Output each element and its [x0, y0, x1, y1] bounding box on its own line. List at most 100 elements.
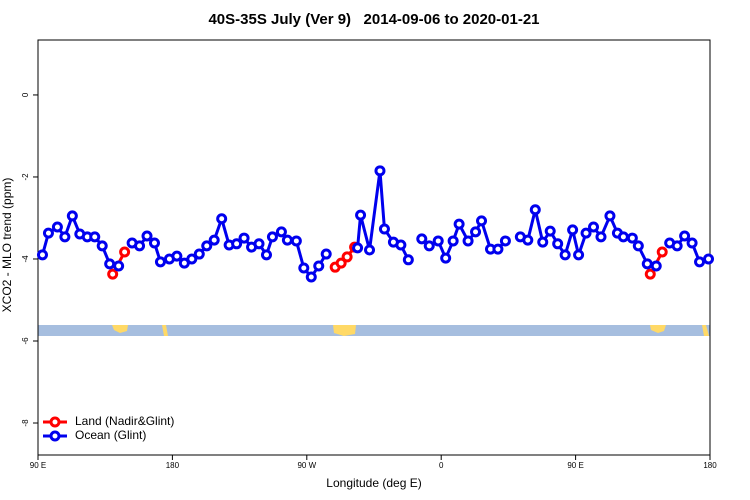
legend-swatch-marker: [49, 430, 61, 442]
data-point: [364, 244, 376, 256]
data-point: [559, 249, 571, 261]
data-point: [305, 271, 317, 283]
data-point: [51, 221, 63, 233]
data-point: [298, 262, 310, 274]
legend: Land (Nadir&Glint)Ocean (Glint): [43, 414, 174, 442]
data-point: [650, 260, 662, 272]
data-point: [641, 258, 653, 270]
data-point: [42, 227, 54, 239]
data-point: [201, 240, 213, 252]
data-point: [104, 258, 116, 270]
data-point: [154, 256, 166, 268]
data-point: [686, 237, 698, 249]
data-point: [440, 252, 452, 264]
data-point: [644, 268, 656, 280]
data-point: [260, 249, 272, 261]
land-blob: [650, 325, 666, 333]
data-point: [529, 204, 541, 216]
x-tick-label: 0: [439, 461, 444, 470]
data-point: [374, 165, 386, 177]
data-point: [36, 249, 48, 261]
data-point: [604, 210, 616, 222]
y-tick-label: -2: [21, 173, 30, 181]
data-point: [96, 240, 108, 252]
data-point: [193, 248, 205, 260]
data-point: [313, 260, 325, 272]
land-blob: [162, 325, 168, 336]
data-point: [395, 239, 407, 251]
data-point: [216, 213, 228, 225]
data-point: [355, 209, 367, 221]
x-tick-label: 180: [703, 461, 717, 470]
data-point: [416, 233, 428, 245]
data-point: [626, 232, 638, 244]
land-blob: [333, 325, 356, 336]
data-point: [107, 268, 119, 280]
data-point: [266, 231, 278, 243]
data-point: [492, 243, 504, 255]
y-tick-label: -6: [21, 337, 30, 345]
x-tick-label: 90 W: [297, 461, 316, 470]
data-point: [352, 242, 364, 254]
data-point: [671, 240, 683, 252]
data-point: [522, 234, 534, 246]
data-point: [402, 254, 414, 266]
data-point: [335, 257, 347, 269]
data-point: [141, 230, 153, 242]
x-tick-label: 90 E: [30, 461, 46, 470]
plot-frame: [37, 39, 711, 456]
legend-label: Ocean (Glint): [75, 428, 146, 442]
data-point: [453, 218, 465, 230]
data-point: [476, 215, 488, 227]
data-point: [378, 223, 390, 235]
data-point: [66, 210, 78, 222]
x-tick-label: 180: [166, 461, 180, 470]
data-point: [253, 238, 265, 250]
data-point: [186, 253, 198, 265]
data-point: [275, 226, 287, 238]
y-tick-label: -8: [21, 419, 30, 427]
y-tick-label: -4: [21, 255, 30, 263]
y-tick-label: 0: [21, 92, 30, 97]
series-line: [41, 169, 709, 279]
data-point: [320, 248, 332, 260]
data-point: [679, 230, 691, 242]
data-point: [134, 240, 146, 252]
data-point: [231, 238, 243, 250]
data-point: [290, 235, 302, 247]
data-point: [89, 231, 101, 243]
data-point: [703, 253, 715, 265]
data-point: [544, 225, 556, 237]
ocean-strip: [38, 325, 710, 336]
data-point: [632, 240, 644, 252]
data-point: [537, 236, 549, 248]
data-point: [171, 250, 183, 262]
data-point: [432, 235, 444, 247]
data-point: [573, 249, 585, 261]
data-point: [588, 221, 600, 233]
data-point: [694, 256, 706, 268]
data-point: [423, 240, 435, 252]
data-point: [462, 235, 474, 247]
data-point: [208, 234, 220, 246]
data-point: [595, 231, 607, 243]
data-point: [148, 237, 160, 249]
map-strip: [38, 325, 710, 336]
data-point: [447, 235, 459, 247]
data-point: [470, 226, 482, 238]
land-blob: [702, 325, 709, 336]
data-point: [499, 235, 511, 247]
x-axis-label: Longitude (deg E): [326, 476, 421, 490]
chart-title: 40S-35S July (Ver 9) 2014-09-06 to 2020-…: [208, 11, 539, 28]
x-tick-label: 90 E: [567, 461, 583, 470]
legend-swatch-marker: [49, 416, 61, 428]
data-point: [656, 246, 668, 258]
data-point: [59, 231, 71, 243]
data-point: [617, 231, 629, 243]
data-point: [113, 260, 125, 272]
y-axis-label: XCO2 - MLO trend (ppm): [0, 178, 14, 313]
legend-label: Land (Nadir&Glint): [75, 414, 174, 428]
data-point: [119, 246, 131, 258]
data-point: [238, 232, 250, 244]
